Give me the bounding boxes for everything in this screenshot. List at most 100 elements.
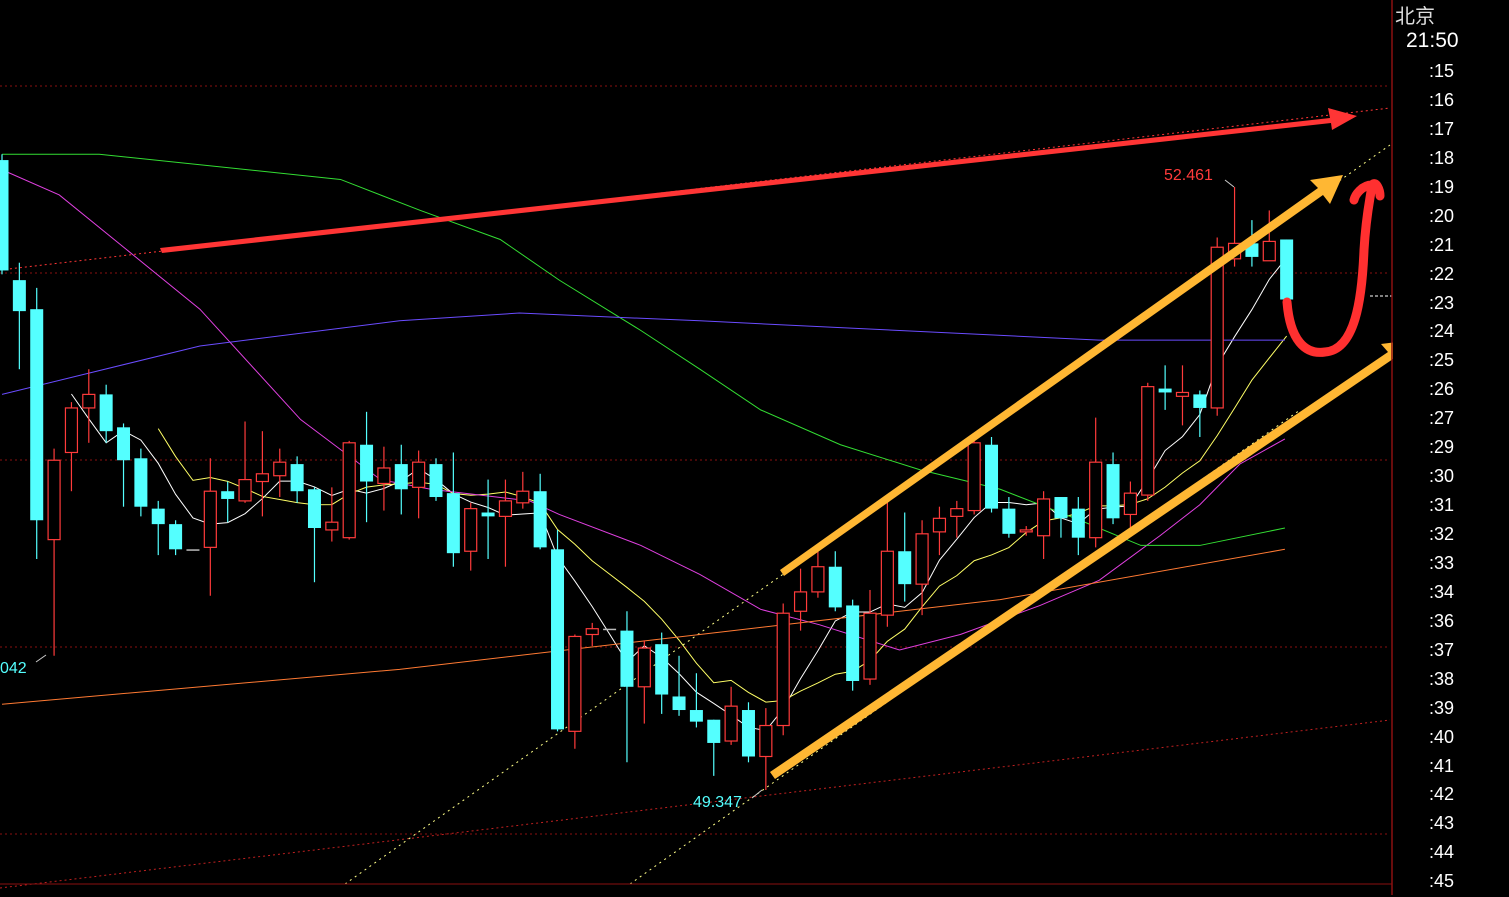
candle-body-up <box>967 442 981 512</box>
axis-tick: :38 <box>1429 668 1455 689</box>
axis-tick: :24 <box>1429 321 1455 342</box>
candle-body-up <box>464 508 478 552</box>
left-low-label: 042 <box>0 660 27 677</box>
candle-body-down <box>117 427 131 461</box>
candle-body-up <box>47 459 61 541</box>
candle-body-up <box>585 628 599 636</box>
candle-body-down <box>741 710 755 757</box>
candle-body-up <box>568 635 582 732</box>
ma-line-ma_magenta <box>1 169 1286 651</box>
axis-tick: :41 <box>1429 755 1455 776</box>
candle-body-down <box>221 491 235 499</box>
candle-body-down <box>655 644 669 695</box>
axis-tick: :33 <box>1429 552 1455 573</box>
candlestick-chart <box>0 0 1393 895</box>
ma-line-ma_green <box>2 153 1286 546</box>
candle-body-down <box>99 394 113 432</box>
candle-body-down <box>12 280 26 312</box>
candle-body-up <box>273 461 287 477</box>
grid-lines <box>0 85 1390 835</box>
candle-body-down <box>533 491 547 548</box>
candle-body-down <box>620 630 634 687</box>
candle-body-down <box>1071 508 1085 538</box>
candle-body-up <box>776 612 790 727</box>
axis-tick: :30 <box>1429 466 1455 487</box>
axis-tick: :45 <box>1429 871 1455 892</box>
left-low-pointer <box>35 654 47 663</box>
axis-tick: :44 <box>1429 842 1455 863</box>
candle-body-down <box>707 719 721 743</box>
candle-body-up <box>1141 386 1155 496</box>
candle-body-up <box>342 442 356 539</box>
candle-body-down <box>134 458 148 507</box>
axis-tick: :36 <box>1429 610 1455 631</box>
candle-body-up <box>1019 529 1033 533</box>
red-u-curve <box>1282 179 1385 357</box>
axis-tick: :19 <box>1429 176 1455 197</box>
candle-body-up <box>1123 492 1138 516</box>
axis-tick: :37 <box>1429 639 1455 660</box>
candle-body-up <box>950 508 964 517</box>
candle-body-up <box>932 517 947 533</box>
low-pointer <box>751 789 763 799</box>
high-label: 52.461 <box>1164 167 1213 184</box>
candle-body-down <box>1002 508 1016 534</box>
candle-body-down <box>1280 239 1294 300</box>
axis-tick: :25 <box>1429 350 1455 371</box>
axis-tick: :39 <box>1429 697 1455 718</box>
candle-body-up <box>1089 461 1103 539</box>
candle-body-up <box>1175 391 1190 397</box>
ma-line-ma_orange <box>1 548 1285 705</box>
axis-tick: :29 <box>1429 437 1455 458</box>
candle-body-up <box>64 407 79 454</box>
ma-line-ma_purple <box>1 312 1285 395</box>
orange-arrow-upper <box>780 175 1343 576</box>
axis-tick: :20 <box>1429 205 1455 226</box>
high-pointer <box>1224 179 1235 188</box>
low-label: 49.347 <box>693 794 742 811</box>
axis-tick: :26 <box>1429 379 1455 400</box>
candles <box>0 154 1294 790</box>
candle-body-up <box>811 566 825 593</box>
candle-body-down <box>1158 388 1172 393</box>
candle-body-up <box>915 533 929 585</box>
right-axis: 北京 21:50 :15:16:17:18:19:20:21:22:23:24:… <box>1393 0 1509 895</box>
candle-body-down <box>30 309 44 521</box>
axis-tick: :23 <box>1429 292 1455 313</box>
candle-body-up <box>82 393 96 409</box>
axis-tick: :27 <box>1429 408 1455 429</box>
axis-tick: :32 <box>1429 524 1455 544</box>
candle-body-down <box>0 160 9 271</box>
candle-body-doji <box>603 628 617 631</box>
timezone-label: 北京 <box>1395 6 1435 28</box>
axis-tick: :22 <box>1429 263 1455 284</box>
axis-tick: :18 <box>1429 147 1455 168</box>
candle-body-up <box>1262 240 1276 262</box>
candle-body-down <box>1054 497 1068 519</box>
candle-body-down <box>169 524 183 550</box>
candle-body-down <box>828 566 842 608</box>
candle-body-down <box>1193 394 1207 408</box>
candle-body-down <box>307 489 321 529</box>
trend-lines <box>0 107 1391 889</box>
candle-body-up <box>1036 498 1051 537</box>
candle-body-up <box>863 612 877 680</box>
orange-arrow-lower <box>770 342 1393 779</box>
trendline-red-bottom <box>0 719 1391 889</box>
axis-tick: :40 <box>1429 726 1455 747</box>
candle-body-down <box>481 512 495 517</box>
axis-tick: :42 <box>1429 784 1455 805</box>
ma-line-ma10 <box>157 335 1288 703</box>
candle-body-down <box>846 605 860 681</box>
trendline-red-dotted <box>0 107 1391 271</box>
candle-body-up <box>759 724 773 758</box>
candle-body-down <box>446 493 460 554</box>
candle-body-down <box>689 710 703 722</box>
annotations <box>35 108 1393 799</box>
candle-body-up <box>203 490 217 548</box>
axis-tick: :15 <box>1429 61 1455 81</box>
red-arrow <box>160 108 1357 253</box>
candle-body-doji <box>186 549 200 551</box>
candle-body-up <box>793 591 808 612</box>
candle-body-up <box>1210 246 1224 409</box>
